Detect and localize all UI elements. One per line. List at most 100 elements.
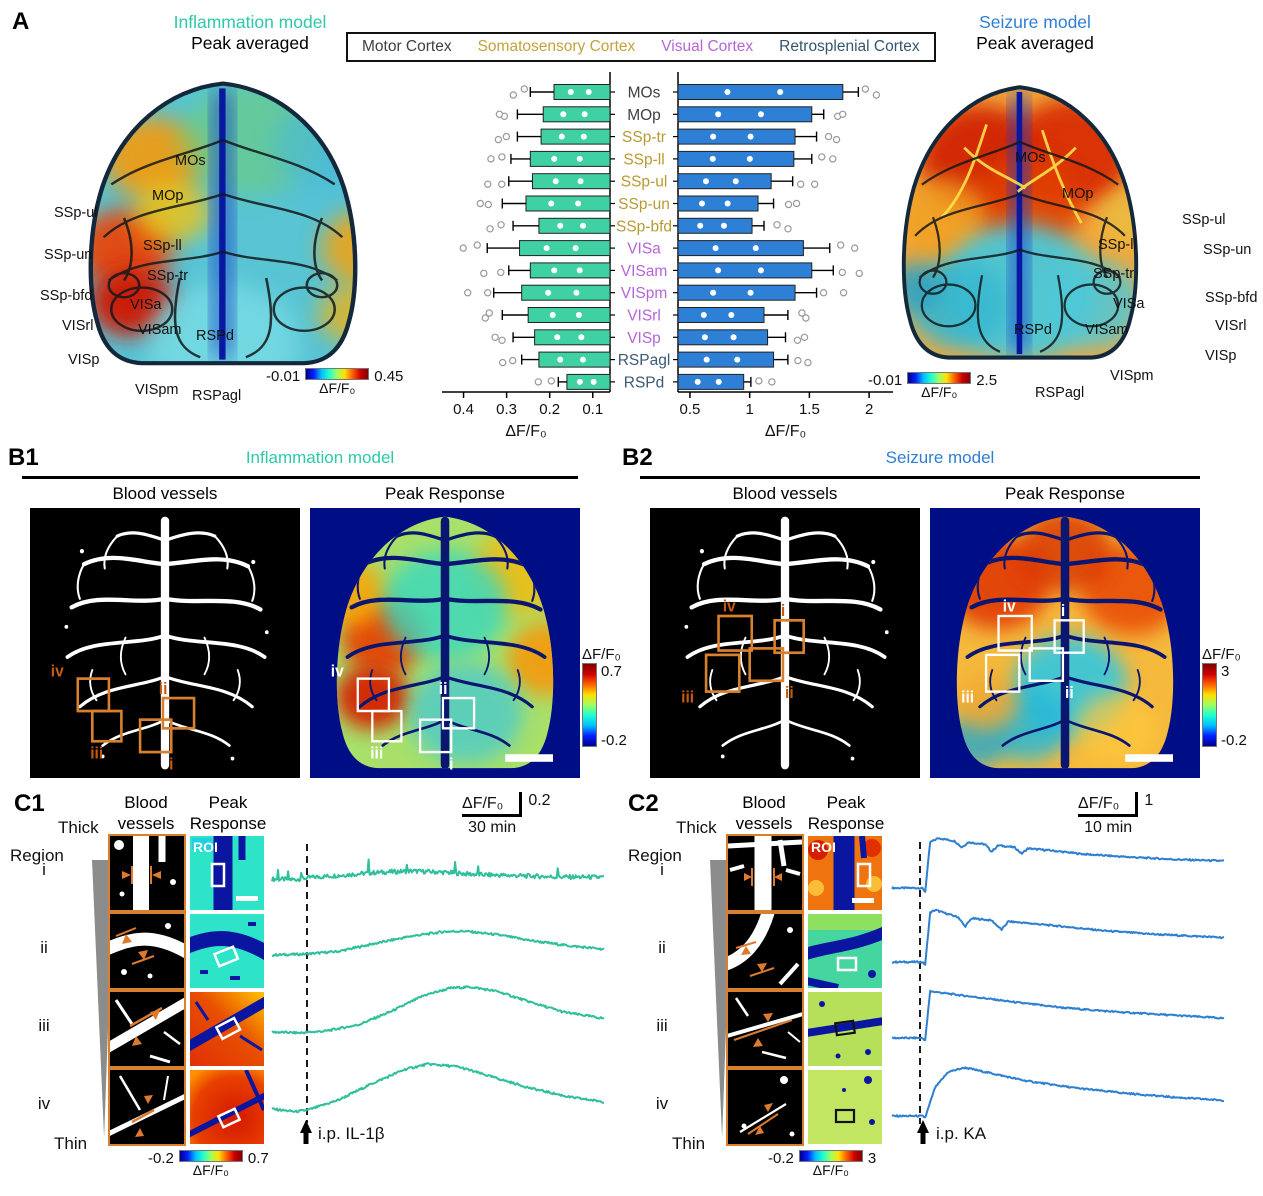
scalebar-x-value: 10 min <box>1084 819 1133 836</box>
scale-bar <box>1125 754 1173 762</box>
c2-blood-thumb-i <box>726 834 804 912</box>
bar-category-SSp-bfd: SSp-bfd <box>616 218 672 235</box>
c1-response-header-line1: Peak <box>208 793 248 812</box>
c2-response-thumb-iii <box>799 992 891 1066</box>
region-label-MOp: MOp <box>1062 186 1094 202</box>
roi-label-iii: iii <box>370 745 383 762</box>
c1-blood-thumb-i <box>108 834 186 912</box>
region-label-SSp-tr: SSp-tr <box>1093 266 1135 282</box>
roi-label-i: i <box>169 756 173 773</box>
x-tick: 0.1 <box>582 401 603 418</box>
roi-text-label: ROI <box>193 839 218 855</box>
c1-response-thumb-iii <box>179 992 275 1066</box>
x-axis-label: ΔF/F₀ <box>505 423 546 440</box>
x-tick: 0.3 <box>496 401 517 418</box>
c1-region-label: Region <box>10 846 64 865</box>
c1-injection-label: i.p. IL-1β <box>318 1124 385 1143</box>
colorbar-min: -0.2 <box>1221 732 1247 749</box>
c1-blood-thumb-ii <box>101 912 194 990</box>
peak-bar-charts: 0.4 0.3 0.2 0.1 0.5 1 1.5 2 ΔF/F₀ ΔF/F₀ MOs MOp SSp-… <box>442 72 893 440</box>
legend-item-1: Motor Cortex <box>362 38 452 55</box>
seizure-brain-svg <box>901 85 1139 360</box>
c1-response-header: Peak Response <box>186 792 270 835</box>
bar-inflammation-VISa <box>519 240 611 257</box>
seizure-peak-map: -0.01 ΔF/F₀ 2.5 MOs MOp SSp-ul SSp-ll SSp-un… <box>855 60 1263 422</box>
c2-response-header-line1: Peak <box>826 793 866 812</box>
region-label-SSp-bfd: SSp-bfd <box>1205 290 1258 306</box>
c1-row-label-iii: iii <box>38 1016 50 1035</box>
inflammation-brain-image <box>58 74 388 379</box>
roi-text-label: ROI <box>811 839 836 855</box>
colorbar-label: ΔF/F₀ <box>921 384 958 400</box>
bar-seizure-MOp <box>677 106 813 123</box>
colorbar-max: 2.5 <box>976 372 998 389</box>
bar-seizure-RSPagl <box>677 351 775 368</box>
bar-seizure-MOs <box>677 84 844 100</box>
x-tick: 2 <box>865 401 873 418</box>
roi-label-i: i <box>1061 603 1065 620</box>
x-tick: 1 <box>745 401 753 418</box>
c1-blood-thumb-iii <box>101 990 193 1068</box>
b2-blood-vessel-image: iv i ii iii <box>650 508 920 783</box>
b1-peak-response-image: iv iii ii i <box>310 508 580 783</box>
c2traces-trace-iv <box>891 1066 1224 1119</box>
seizure-brain-image <box>875 78 1165 373</box>
c2-row-label-iv: iv <box>655 1094 669 1113</box>
scalebar-y-value: 1 <box>1144 792 1154 809</box>
bar-seizure-VISrl <box>677 307 765 323</box>
c2traces-trace-iii <box>891 989 1225 1042</box>
c1-trace-plot <box>271 844 605 1123</box>
c2-scalebar: ΔF/F₀ 1 10 min <box>1078 792 1153 837</box>
bar-inflammation-VISpm <box>521 284 611 301</box>
c2-row-label-ii: ii <box>658 938 666 957</box>
c1-response-thumb-ii <box>179 914 276 988</box>
roi-label-iii: iii <box>90 745 103 762</box>
bar-category-VISrl: VISrl <box>627 308 661 325</box>
bar-category-VISa: VISa <box>627 241 661 258</box>
b2-response-header: Peak Response <box>1004 484 1126 503</box>
c1-thick-label: Thick <box>58 818 99 837</box>
region-label-VISpm: VISpm <box>1110 368 1154 384</box>
b2-title: Seizure model <box>885 448 995 467</box>
inflammation-model-title: Inflammation model <box>173 12 327 32</box>
roi-box-iii <box>984 653 1021 693</box>
x-tick: 0.5 <box>680 401 701 418</box>
bar-seizure-SSp-ll <box>677 150 795 167</box>
colorbar-min: -0.2 <box>601 732 627 749</box>
region-label-VISp: VISp <box>1205 348 1237 364</box>
bar-inflammation-RSPd <box>566 373 611 390</box>
c1-scalebar: ΔF/F₀ 0.2 30 min <box>462 792 551 837</box>
colorbar-gradient <box>907 372 972 384</box>
region-label-RSPagl: RSPagl <box>192 388 242 404</box>
region-label-SSp-ll: SSp-ll <box>1098 237 1137 253</box>
region-label-RSPd: RSPd <box>196 328 234 344</box>
c2-blood-thumb-ii <box>718 904 804 990</box>
c1-response-header-line2: Response <box>189 814 267 834</box>
roi-label-iv: iv <box>723 598 736 615</box>
bar-inflammation-MOp <box>542 106 611 123</box>
scalebar-y-value: 0.2 <box>528 792 551 809</box>
scalebar-corner <box>1119 792 1139 817</box>
c2-blood-thumb-iii <box>719 990 811 1068</box>
b2-colorbar: ΔF/F₀ 3 -0.2 <box>1202 646 1247 749</box>
colorbar-max: 0.7 <box>247 1150 269 1167</box>
colorbar-min: -0.2 <box>148 1150 174 1167</box>
c2-thick-label: Thick <box>676 818 717 837</box>
bar-inflammation-RSPagl <box>538 351 611 368</box>
roi-box-ii <box>1028 647 1065 682</box>
bar-inflammation-SSp-bfd <box>538 217 611 234</box>
c1-colorbar: -0.2 ΔF/F₀ 0.7 <box>148 1150 269 1178</box>
region-label-VISrl: VISrl <box>1215 318 1247 334</box>
c1-row-label-ii: ii <box>40 938 48 957</box>
bar-seizure-VISpm <box>677 284 796 301</box>
region-label-VISp: VISp <box>68 352 100 368</box>
region-label-SSp-un: SSp-un <box>1203 242 1252 258</box>
bar-seizure-VISam <box>677 262 813 279</box>
inflammation-peak-map: -0.01 ΔF/F₀ 0.45 MOs MOp SSp-ul SSp-ll SSp-u… <box>40 60 438 422</box>
roi-box-iv <box>997 614 1033 652</box>
colorbar-label: ΔF/F₀ <box>319 380 356 396</box>
region-label-MOp: MOp <box>152 188 184 204</box>
bar-inflammation-SSp-tr <box>540 128 611 145</box>
roi-box-ii <box>748 647 785 683</box>
